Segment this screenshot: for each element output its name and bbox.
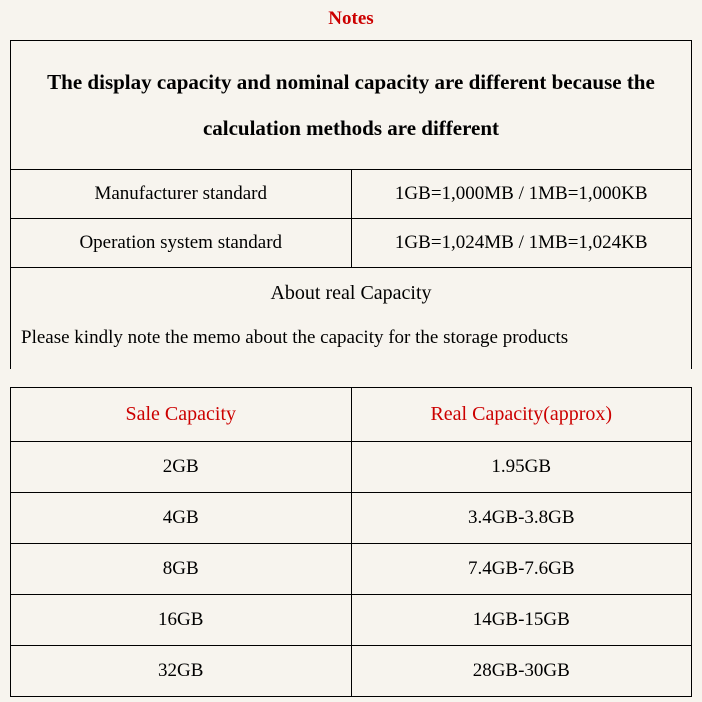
real-capacity-cell: 1.95GB <box>351 441 692 492</box>
table-row: 2GB 1.95GB <box>11 441 692 492</box>
real-capacity-cell: 14GB-15GB <box>351 594 692 645</box>
table-row: 4GB 3.4GB-3.8GB <box>11 492 692 543</box>
standard-value: 1GB=1,000MB / 1MB=1,000KB <box>351 170 692 219</box>
page-title: Notes <box>10 8 692 30</box>
table-row: Operation system standard 1GB=1,024MB / … <box>11 219 692 268</box>
about-row: About real Capacity Please kindly note t… <box>11 268 692 370</box>
sale-capacity-cell: 2GB <box>11 441 352 492</box>
about-note: Please kindly note the memo about the ca… <box>21 327 681 349</box>
table-row: 32GB 28GB-30GB <box>11 645 692 696</box>
sale-capacity-header: Sale Capacity <box>11 387 352 441</box>
standard-label: Operation system standard <box>11 219 352 268</box>
about-cell: About real Capacity Please kindly note t… <box>11 268 692 370</box>
about-title: About real Capacity <box>21 282 681 305</box>
table-row: 8GB 7.4GB-7.6GB <box>11 543 692 594</box>
real-capacity-cell: 3.4GB-3.8GB <box>351 492 692 543</box>
table-row: 16GB 14GB-15GB <box>11 594 692 645</box>
gap-cell <box>11 369 692 387</box>
capacity-info-table: The display capacity and nominal capacit… <box>10 40 692 697</box>
table-row: Manufacturer standard 1GB=1,000MB / 1MB=… <box>11 170 692 219</box>
header-text: The display capacity and nominal capacit… <box>11 41 692 170</box>
real-capacity-cell: 7.4GB-7.6GB <box>351 543 692 594</box>
sale-capacity-cell: 8GB <box>11 543 352 594</box>
column-header-row: Sale Capacity Real Capacity(approx) <box>11 387 692 441</box>
gap-row <box>11 369 692 387</box>
standard-value: 1GB=1,024MB / 1MB=1,024KB <box>351 219 692 268</box>
header-row: The display capacity and nominal capacit… <box>11 41 692 170</box>
sale-capacity-cell: 32GB <box>11 645 352 696</box>
standard-label: Manufacturer standard <box>11 170 352 219</box>
sale-capacity-cell: 4GB <box>11 492 352 543</box>
sale-capacity-cell: 16GB <box>11 594 352 645</box>
real-capacity-cell: 28GB-30GB <box>351 645 692 696</box>
real-capacity-header: Real Capacity(approx) <box>351 387 692 441</box>
